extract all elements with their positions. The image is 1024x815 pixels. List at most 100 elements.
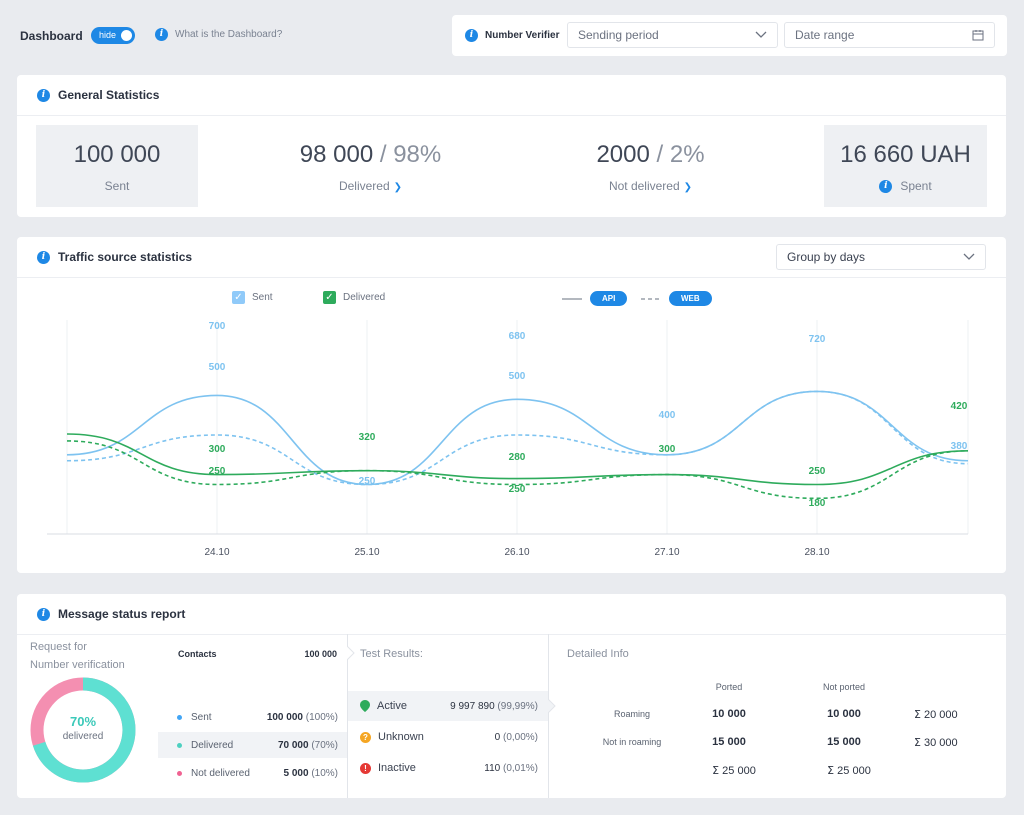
col-not-ported: Not ported [822, 682, 866, 692]
not-roaming-label: Not in roaming [602, 737, 662, 747]
date-range-input[interactable]: Date range [784, 22, 995, 48]
x-tick-label: 25.10 [354, 547, 379, 558]
pointer-arrow [347, 646, 355, 660]
test-label: Active [377, 700, 407, 712]
stat-sent-label: Sent [104, 179, 130, 193]
row-value: 70 000 (70%) [277, 739, 338, 751]
not-delivered-link[interactable]: Not delivered ❯ [608, 179, 693, 193]
chevron-down-icon [755, 31, 767, 38]
info-icon[interactable]: i [879, 179, 893, 193]
data-label: 680 [509, 331, 526, 342]
stat-spent: 16 660 UAH i Spent [824, 125, 987, 207]
card-title: General Statistics [58, 88, 160, 102]
not-roaming-not-ported: 15 000 [827, 736, 861, 748]
total-not-ported: Σ 25 000 [827, 764, 871, 777]
roaming-not-ported: 10 000 [827, 708, 861, 720]
stat-spent-label: i Spent [824, 179, 987, 193]
group-by-value: Group by days [787, 250, 866, 264]
stat-sent: 100 000 Sent [36, 125, 198, 207]
map-pin-icon [360, 700, 370, 712]
calendar-icon[interactable] [972, 29, 984, 41]
stat-spent-value: 16 660 UAH [840, 141, 971, 168]
general-statistics-card: i General Statistics 100 000 Sent 98 000… [17, 75, 1006, 217]
question-icon: ? [360, 731, 371, 743]
data-label: 380 [951, 441, 968, 452]
info-icon: i [155, 28, 168, 41]
data-label: 250 [509, 484, 526, 495]
data-label: 180 [809, 498, 826, 509]
test-row-unknown: ? Unknown 0 (0,00%) [348, 722, 548, 752]
help-link-text: What is the Dashboard? [175, 29, 283, 40]
card-header: i Traffic source statistics [37, 237, 192, 277]
card-header: i General Statistics [37, 75, 159, 115]
checkbox-checked-icon[interactable]: ✓ [323, 291, 336, 304]
test-results: Active 9 997 890 (99,99%) ? Unknown 0 (0… [348, 691, 548, 791]
roaming-ported: 10 000 [712, 708, 746, 720]
sigma-icon: Σ [914, 736, 921, 749]
data-label: 420 [951, 401, 968, 412]
sigma-icon: Σ [827, 764, 835, 777]
checkbox-checked-icon[interactable]: ✓ [232, 291, 245, 304]
sigma-icon: Σ [712, 764, 720, 777]
pointer-arrow [548, 699, 556, 713]
card-title: Traffic source statistics [58, 250, 193, 264]
test-value: 0 (0,00%) [494, 731, 538, 743]
data-label: 500 [209, 362, 226, 373]
row-label: Not delivered [191, 767, 250, 779]
data-label: 250 [359, 476, 376, 487]
legend-web[interactable]: WEB [641, 291, 712, 306]
contacts-value: 100 000 [304, 649, 337, 659]
stat-delivered: 98 000 / 98% Delivered ❯ [237, 125, 504, 207]
not-roaming-sum: Σ 30 000 [914, 736, 958, 749]
test-row-inactive: ! Inactive 110 (0,01%) [348, 753, 548, 783]
solid-line-icon [562, 297, 582, 300]
row-label: Delivered [191, 739, 234, 751]
date-range-placeholder: Date range [795, 28, 855, 42]
list-item: Not delivered 5 000 (10%) [158, 760, 348, 786]
toggle-knob [121, 30, 132, 41]
column-divider [347, 634, 348, 798]
card-title: Message status report [58, 607, 186, 621]
row-label: Sent [191, 711, 212, 723]
total-ported: Σ 25 000 [712, 764, 756, 777]
data-label: 320 [359, 432, 376, 443]
donut-center: 70% delivered [30, 714, 136, 742]
data-label: 250 [209, 466, 226, 477]
help-link[interactable]: i What is the Dashboard? [155, 28, 282, 41]
info-icon: i [37, 250, 50, 264]
page-title: Dashboard [20, 29, 83, 43]
delivered-link[interactable]: Delivered ❯ [338, 179, 403, 193]
hide-toggle[interactable]: hide [91, 27, 135, 44]
series-line [66, 390, 969, 486]
list-item: Sent 100 000 (100%) [158, 704, 348, 730]
data-label: 250 [809, 466, 826, 477]
stat-not-delivered-value: 2000 / 2% [596, 141, 705, 168]
col-ported: Ported [715, 682, 743, 692]
contacts-label: Contacts [178, 649, 217, 659]
dashed-line-icon [641, 297, 661, 300]
list-item: Delivered 70 000 (70%) [158, 732, 348, 758]
message-status-card: i Message status report Request for Numb… [17, 594, 1006, 798]
x-tick-label: 26.10 [504, 547, 529, 558]
divider [17, 634, 1006, 635]
legend-api[interactable]: API [562, 291, 628, 306]
sending-period-select[interactable]: Sending period [567, 22, 778, 48]
test-value: 110 (0,01%) [484, 762, 538, 774]
stat-not-delivered: 2000 / 2% Not delivered ❯ [517, 125, 784, 207]
test-label: Unknown [378, 731, 424, 743]
stat-delivered-value: 98 000 / 98% [299, 141, 442, 168]
legend-delivered-label: Delivered [343, 292, 386, 303]
row-value: 5 000 (10%) [283, 767, 339, 779]
card-header: i Message status report [37, 594, 185, 634]
filter-panel: i Number Verifier Sending period Date ra… [452, 15, 1007, 56]
legend-sent[interactable]: ✓ Sent [232, 291, 273, 304]
data-label: 400 [659, 410, 676, 421]
alert-icon: ! [360, 762, 371, 774]
roaming-label: Roaming [613, 709, 651, 719]
data-label: 280 [509, 452, 526, 463]
group-by-select[interactable]: Group by days [776, 244, 986, 270]
x-tick-label: 28.10 [804, 547, 829, 558]
data-label: 300 [209, 444, 226, 455]
chevron-down-icon [963, 253, 975, 260]
legend-delivered[interactable]: ✓ Delivered [323, 291, 385, 304]
